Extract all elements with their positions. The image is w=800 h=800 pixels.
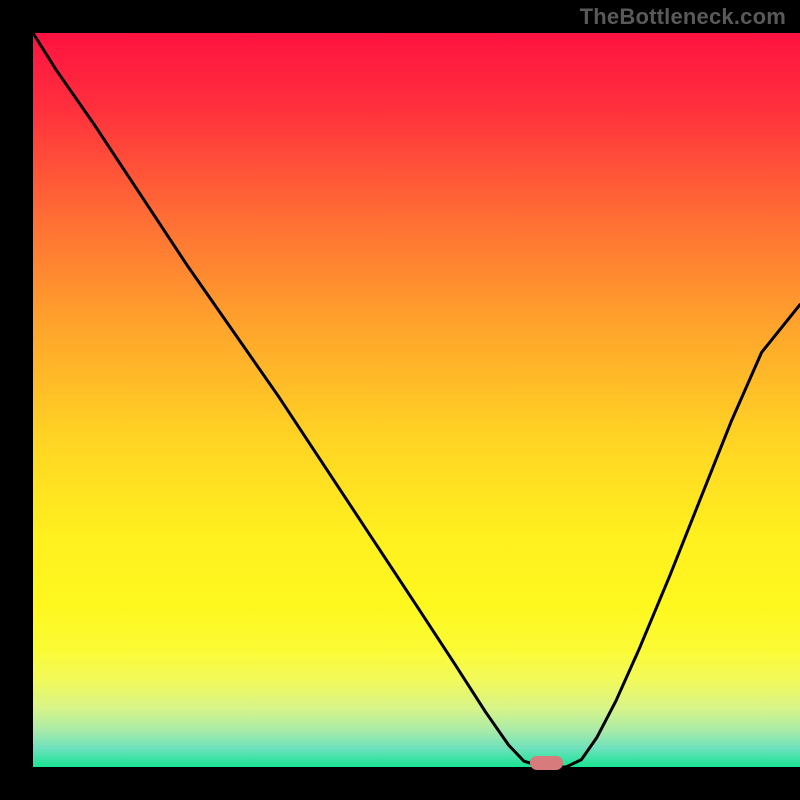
optimal-marker-pill xyxy=(530,756,563,770)
chart-background xyxy=(33,33,800,767)
chart-svg xyxy=(0,0,800,800)
